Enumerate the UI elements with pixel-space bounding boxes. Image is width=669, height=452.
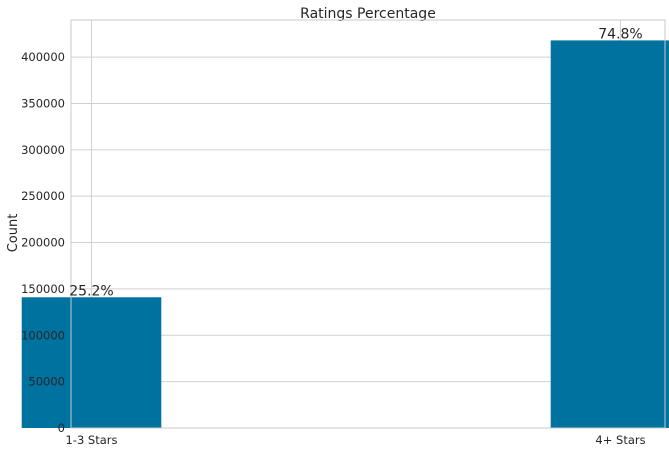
- bar-value-labels: 25.2% 74.8%: [69, 26, 642, 299]
- bar-value-label: 74.8%: [598, 26, 642, 42]
- x-axis-ticks: 1-3 Stars 4+ Stars: [65, 433, 645, 447]
- bar-value-label: 25.2%: [69, 283, 113, 299]
- x-tick-label: 1-3 Stars: [65, 433, 117, 447]
- bar: [21, 297, 162, 428]
- y-tick-label: 350000: [21, 96, 65, 110]
- y-tick-label: 200000: [21, 236, 65, 250]
- x-tick-label: 4+ Stars: [595, 433, 645, 447]
- y-tick-label: 250000: [21, 189, 65, 203]
- y-tick-label: 300000: [21, 143, 65, 157]
- chart-title: Ratings Percentage: [300, 6, 436, 22]
- y-tick-label: 0: [58, 421, 65, 435]
- y-tick-label: 100000: [21, 328, 65, 342]
- y-tick-label: 400000: [21, 50, 65, 64]
- plot-frame: [70, 19, 666, 429]
- y-tick-label: 150000: [21, 282, 65, 296]
- bar: [550, 40, 669, 429]
- y-axis-label: Count: [6, 214, 21, 253]
- bars: [21, 40, 669, 429]
- y-axis-ticks: 0 50000 100000 150000 200000 250000 300000 3500…: [21, 50, 65, 435]
- y-tick-label: 50000: [28, 375, 65, 389]
